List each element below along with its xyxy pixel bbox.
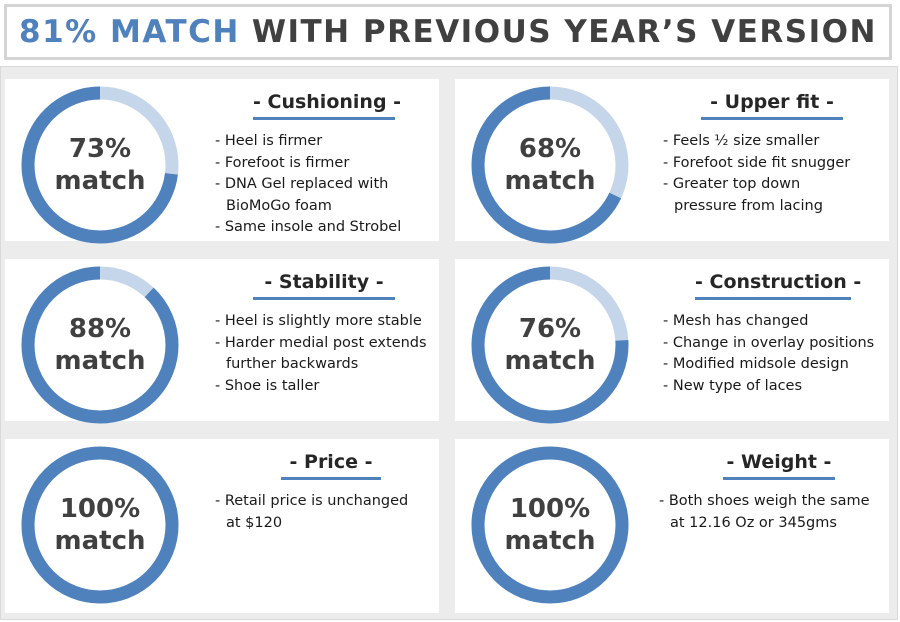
page-title: 81% MATCH WITH PREVIOUS YEAR’S VERSION [4, 4, 892, 60]
match-percent-cushioning: 73% [68, 134, 132, 164]
ring-value-arc [21, 266, 179, 424]
bullet-list-stability: - Heel is slightly more stable - Harder … [215, 311, 427, 397]
metrics-grid: 73% match - Cushioning - - Heel is firme… [0, 66, 898, 620]
match-percent-stability: 88% [68, 314, 132, 344]
ring-value-arc [471, 446, 629, 604]
panel-construction: 76% match - Construction - - Mesh has ch… [455, 259, 889, 424]
ring-label-construction: 76% match [469, 264, 631, 426]
bullet-item: - Change in overlay positions [663, 334, 875, 351]
ring-value-arc [471, 266, 629, 424]
bullet-list-upper-fit: - Feels ½ size smaller - Forefoot side f… [663, 131, 850, 217]
heading-rule-upper-fit [701, 117, 843, 120]
title-accent: 81% MATCH [19, 14, 240, 50]
heading-rule-weight [723, 477, 835, 480]
bullet-list-weight: - Both shoes weigh the same at 12.16 Oz o… [659, 491, 870, 534]
ring-label-weight: 100% match [469, 444, 631, 606]
bullet-item: - Forefoot is firmer [215, 154, 350, 171]
ring-chart-weight [471, 446, 629, 604]
panel-price: 100% match - Price - - Retail price is u… [5, 439, 439, 613]
match-word-construction: match [504, 346, 596, 376]
match-percent-price: 100% [59, 494, 141, 524]
ring-chart-stability [21, 266, 179, 424]
ring-chart-price [21, 446, 179, 604]
bullet-item: - Feels ½ size smaller [663, 133, 820, 149]
bullet-list-cushioning: - Heel is firmer - Forefoot is firmer - … [215, 131, 401, 239]
ring-value-arc [471, 86, 629, 244]
bullet-item: - Modified midsole design [663, 356, 849, 372]
panel-weight: 100% match - Weight - - Both shoes weigh… [455, 439, 889, 613]
match-percent-upper-fit: 68% [518, 134, 582, 164]
ring-chart-construction [471, 266, 629, 424]
ring-value-arc [21, 446, 179, 604]
panel-upper-fit: 68% match - Upper fit - - Feels ½ size s… [455, 79, 889, 244]
ring-label-price: 100% match [19, 444, 181, 606]
bullet-list-price: - Retail price is unchanged at $120 [215, 491, 408, 534]
heading-rule-construction [695, 297, 851, 300]
bullet-item: - Both shoes weigh the same at 12.16 Oz o… [659, 493, 870, 531]
ring-chart-upper-fit [471, 86, 629, 244]
panel-stability: 88% match - Stability - - Heel is slight… [5, 259, 439, 424]
match-word-upper-fit: match [504, 166, 596, 196]
bullet-item: - Same insole and Strobel [215, 219, 402, 235]
heading-cushioning: - Cushioning - [253, 91, 402, 113]
ring-label-stability: 88% match [19, 264, 181, 426]
heading-stability: - Stability - [264, 271, 384, 293]
bullet-item: - Heel is firmer [215, 133, 323, 149]
panel-cushioning: 73% match - Cushioning - - Heel is firme… [5, 79, 439, 244]
bullet-item: - Forefoot side fit snugger [663, 154, 851, 171]
ring-value-arc [21, 86, 179, 244]
bullet-item: - Heel is slightly more stable [215, 313, 422, 329]
match-word-price: match [54, 526, 146, 556]
bullet-item: - Mesh has changed [663, 313, 809, 329]
bullet-item: - Harder medial post extends further back… [215, 334, 427, 373]
heading-rule-cushioning [253, 117, 395, 120]
ring-chart-cushioning [21, 86, 179, 244]
ring-label-cushioning: 73% match [19, 84, 181, 246]
bullet-list-construction: - Mesh has changed - Change in overlay p… [663, 311, 874, 397]
bullet-item: - Shoe is taller [215, 377, 320, 394]
bullet-item: - New type of laces [663, 377, 803, 394]
heading-construction: - Construction - [695, 271, 862, 293]
bullet-item: - Greater top down pressure from lacing [663, 176, 823, 214]
bullet-item: - Retail price is unchanged at $120 [215, 493, 409, 531]
match-word-weight: match [504, 526, 596, 556]
ring-label-upper-fit: 68% match [469, 84, 631, 246]
heading-upper-fit: - Upper fit - [710, 91, 834, 113]
match-word-stability: match [54, 346, 146, 376]
match-percent-weight: 100% [509, 494, 591, 524]
heading-rule-stability [253, 297, 395, 300]
match-word-cushioning: match [54, 166, 146, 196]
heading-rule-price [281, 477, 381, 480]
heading-price: - Price - [289, 451, 373, 473]
match-percent-construction: 76% [518, 314, 582, 344]
title-rest: WITH PREVIOUS YEAR’S VERSION [251, 14, 877, 50]
heading-weight: - Weight - [726, 451, 832, 473]
bullet-item: - DNA Gel replaced with BioMoGo foam [215, 176, 389, 214]
